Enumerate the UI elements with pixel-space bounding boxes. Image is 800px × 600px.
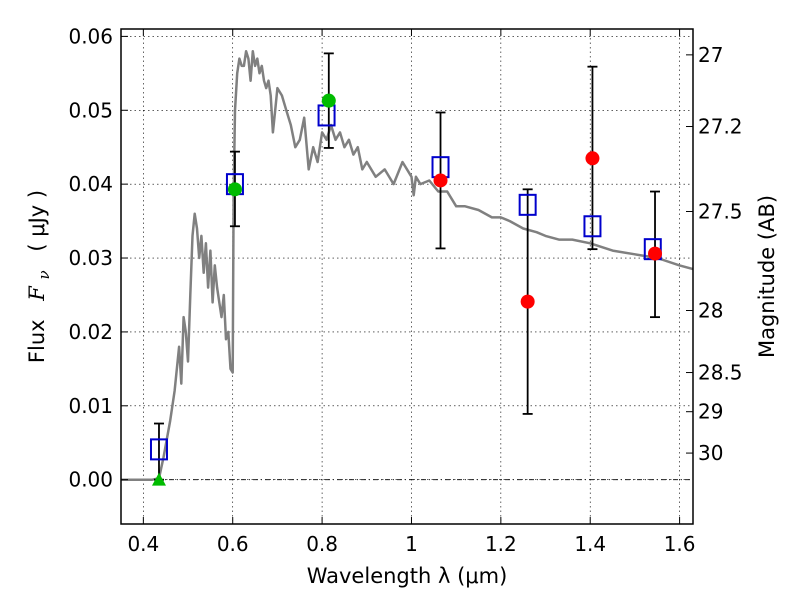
x-tick-label: 0.8 bbox=[306, 532, 338, 556]
red-circle-marker bbox=[585, 151, 600, 166]
x-tick-label: 1 bbox=[405, 532, 418, 556]
ticks: 0.4 0.6 0.8 1 1.2 1.4 1.6 0.00 0.01 0.02 0.03 0.04 0… bbox=[68, 24, 742, 556]
x-tick-label: 1.2 bbox=[485, 532, 517, 556]
model-sed-group bbox=[121, 49, 694, 481]
data-markers bbox=[149, 93, 663, 486]
green-triangle-marker bbox=[151, 472, 166, 486]
green-circle-marker bbox=[321, 93, 336, 108]
x-tick-label: 1.4 bbox=[574, 532, 606, 556]
y-axis-label-symbol: F bbox=[25, 285, 49, 302]
y-tick-label: 0.00 bbox=[68, 468, 113, 492]
y-axis-label-subscript: ν bbox=[35, 270, 53, 279]
y-tick-label: 0.06 bbox=[68, 24, 113, 48]
y-tick-label: 0.03 bbox=[68, 246, 113, 270]
y2-tick-label: 27.5 bbox=[698, 199, 743, 223]
y2-tick-label: 30 bbox=[698, 441, 723, 465]
red-circle-marker bbox=[520, 294, 535, 309]
model-sed-line bbox=[121, 49, 694, 481]
y-axis-label-prefix: Flux bbox=[25, 319, 49, 363]
x-tick-label: 0.4 bbox=[127, 532, 159, 556]
red-circle-marker bbox=[433, 173, 448, 188]
y2-tick-label: 29 bbox=[698, 400, 723, 424]
error-bars bbox=[153, 52, 661, 481]
y-tick-label: 0.01 bbox=[68, 394, 113, 418]
y-tick-label: 0.02 bbox=[68, 320, 113, 344]
y2-tick-label: 27.2 bbox=[698, 115, 743, 139]
model-square-marker bbox=[149, 438, 168, 461]
y2-tick-label: 28.5 bbox=[698, 361, 743, 385]
red-circle-marker bbox=[648, 246, 663, 261]
x-axis-label: Wavelength λ (μm) bbox=[307, 564, 508, 588]
y-tick-label: 0.05 bbox=[68, 98, 113, 122]
model-square-marker bbox=[583, 215, 602, 238]
y-axis-label: Flux F ν ( μJy ) bbox=[25, 190, 54, 363]
y2-axis-label: Magnitude (AB) bbox=[755, 195, 779, 358]
y2-tick-label: 27 bbox=[698, 43, 723, 67]
x-tick-label: 0.6 bbox=[217, 532, 249, 556]
green-circle-marker bbox=[227, 182, 242, 197]
plot-frame bbox=[120, 28, 694, 525]
y-tick-label: 0.04 bbox=[68, 172, 113, 196]
model-square-marker bbox=[518, 193, 537, 216]
y-axis-label-unit: ( μJy ) bbox=[25, 190, 49, 252]
y2-tick-label: 28 bbox=[698, 298, 723, 322]
model-square-marker bbox=[317, 104, 336, 127]
x-tick-label: 1.6 bbox=[664, 532, 696, 556]
